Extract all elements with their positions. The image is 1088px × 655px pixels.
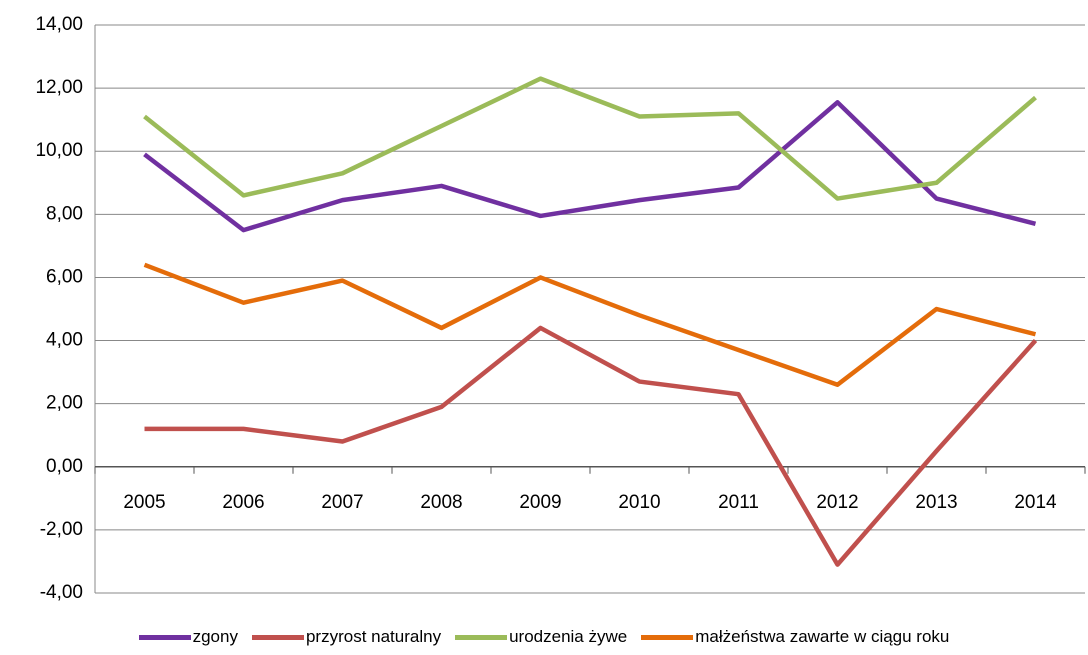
x-tick-label: 2007 [321, 492, 363, 513]
legend-label: urodzenia żywe [509, 627, 628, 646]
y-tick-label: 14,00 [35, 14, 83, 35]
legend-label: przyrost naturalny [305, 627, 442, 646]
y-tick-label: -4,00 [40, 582, 83, 603]
chart: -4,00 -2,00 0,00 2,00 4,00 6,00 8,00 10,00 12,00… [35, 14, 1086, 603]
legend-swatch [251, 634, 304, 640]
series-line [143, 100, 1037, 233]
x-tick-label: 2013 [915, 492, 957, 513]
x-tick-label: 2008 [420, 492, 462, 513]
y-tick-label: -2,00 [40, 519, 83, 540]
series-line [143, 262, 1037, 387]
y-tick-label: 6,00 [46, 266, 83, 287]
y-tick-label: 2,00 [46, 393, 83, 414]
series-line [144, 325, 1038, 567]
series-line [143, 76, 1037, 201]
x-tick-label: 2011 [718, 492, 759, 513]
legend-entry: przyrost naturalny [251, 627, 442, 647]
legend-entry: urodzenia żywe [455, 627, 627, 647]
y-tick-label: 8,00 [46, 203, 83, 224]
legend-label: małżeństwa zawarte w ciągu roku [695, 627, 950, 646]
x-tick-label: 2005 [123, 492, 165, 513]
legend: zgony przyrost naturalny urodzenia żywe mał… [0, 627, 1088, 647]
legend-swatch [455, 634, 508, 640]
legend-swatch [641, 634, 694, 640]
legend-entry: małżeństwa zawarte w ciągu roku [641, 627, 949, 647]
x-tick-label: 2010 [618, 492, 660, 513]
legend-entry: zgony [138, 627, 238, 647]
legend-label: zgony [192, 627, 238, 646]
y-tick-label: 10,00 [35, 140, 83, 161]
y-tick-label: 4,00 [46, 330, 83, 351]
y-tick-label: 0,00 [46, 456, 83, 477]
x-tick-label: 2012 [816, 492, 858, 513]
legend-swatch [138, 634, 191, 640]
x-tick-label: 2006 [222, 492, 264, 513]
y-tick-label: 12,00 [35, 77, 83, 98]
x-tick-label: 2014 [1014, 492, 1057, 513]
x-tick-label: 2009 [519, 492, 561, 513]
